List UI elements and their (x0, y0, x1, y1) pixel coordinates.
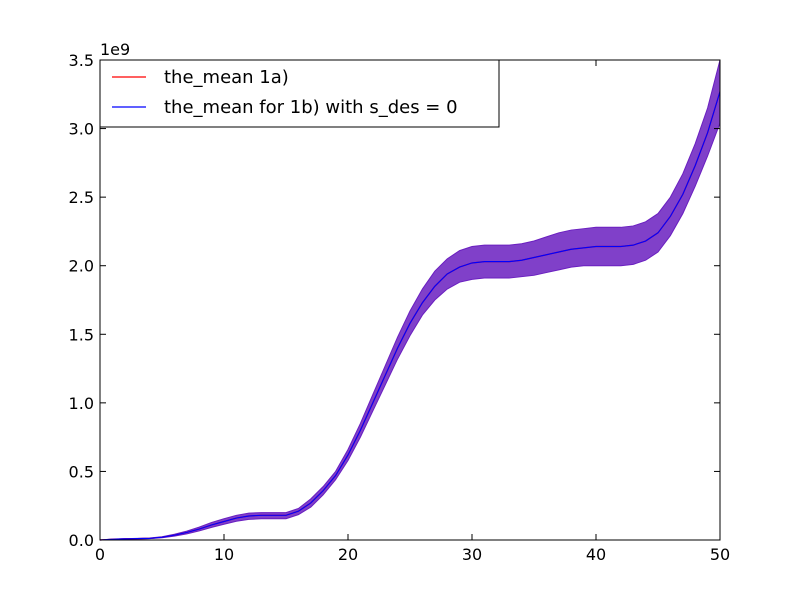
x-tick-label: 0 (95, 545, 105, 564)
x-tick-label: 20 (338, 545, 358, 564)
y-tick-label: 1.5 (69, 325, 94, 344)
y-tick-label: 2.0 (69, 257, 94, 276)
series-layer (99, 91, 721, 541)
x-tick-label: 50 (710, 545, 730, 564)
legend-label-series-1: the_mean 1a) (164, 67, 289, 88)
x-tick-label: 10 (214, 545, 234, 564)
legend: the_mean 1a) the_mean for 1b) with s_des… (99, 59, 500, 128)
y-tick-label: 2.5 (69, 188, 94, 207)
y-offset-text: 1e9 (100, 40, 130, 59)
y-tick-label: 3.0 (69, 120, 94, 139)
y-tick-label: 0.5 (69, 462, 94, 481)
x-tick-label: 40 (586, 545, 606, 564)
series-line-2 (99, 91, 721, 541)
y-tick-label: 3.5 (69, 51, 94, 70)
y-tick-label: 0.0 (69, 531, 94, 550)
x-tick-label: 30 (462, 545, 482, 564)
legend-box (99, 59, 500, 128)
y-tick-label: 1.0 (69, 394, 94, 413)
legend-label-series-2: the_mean for 1b) with s_des = 0 (164, 97, 458, 118)
tick-layer: 0 10 20 30 40 50 0.0 0.5 1.0 1.5 2.0 2.5 3.0 3.5 (69, 51, 731, 564)
